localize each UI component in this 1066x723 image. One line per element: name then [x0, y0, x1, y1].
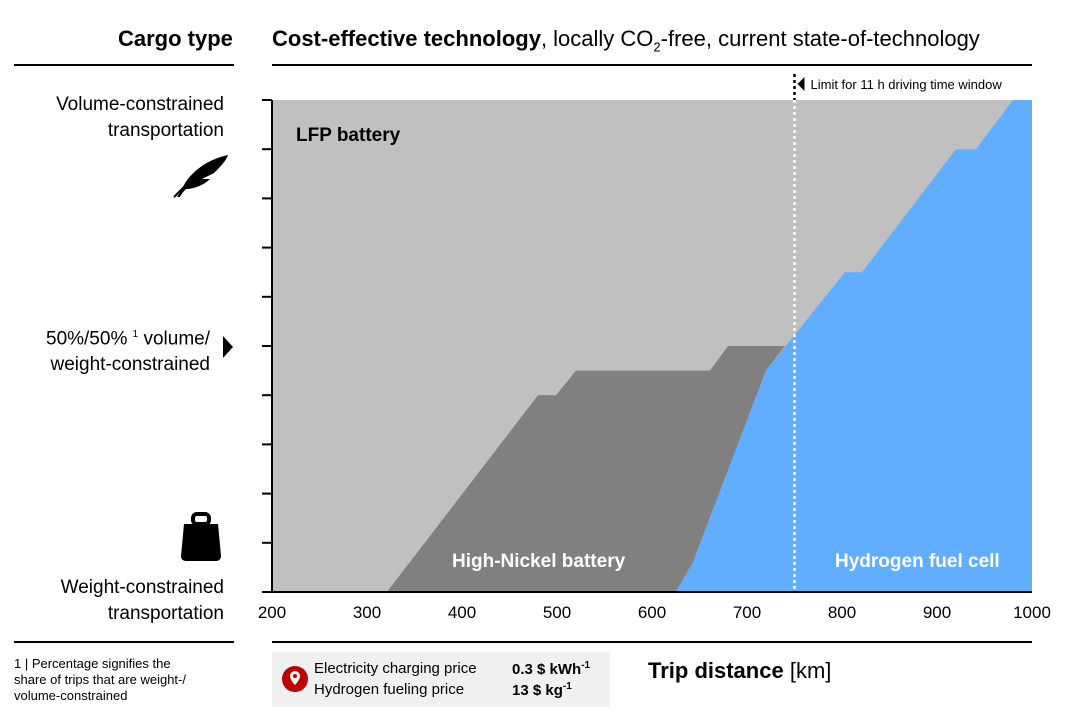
region-hydrogen: [675, 100, 1032, 592]
x-tick-label: 500: [543, 603, 571, 622]
legend-hydrogen-value: 13 $ kg-1: [512, 681, 572, 699]
location-pin-icon: [282, 666, 308, 692]
label-weight-constrained: Weight-constrained transportation: [60, 577, 224, 624]
divider: [272, 641, 1032, 643]
x-tick-label: 300: [353, 603, 381, 622]
divider: [272, 64, 1032, 66]
legend-electricity-label: Electricity charging price: [314, 660, 477, 677]
chart-title: Cost-effective technology, locally CO2-f…: [272, 26, 980, 54]
feather-icon: [173, 155, 228, 198]
triangle-right-icon: [223, 336, 233, 358]
x-tick-label: 1000: [1013, 603, 1051, 622]
title-part: -free, current state-of-technology: [660, 26, 980, 51]
x-tick-label: 400: [448, 603, 476, 622]
title-part: , locally CO: [540, 26, 654, 51]
x-tick-label: 800: [828, 603, 856, 622]
label-mixed: 50%/50% 1 volume/weight-constrained: [46, 328, 210, 376]
x-tick-label: 700: [733, 603, 761, 622]
label-volume-constrained: Volume-constrained transportation: [56, 94, 224, 141]
footnote: 1 | Percentage signifies the share of tri…: [14, 656, 186, 703]
title-sub: 2: [653, 39, 661, 55]
title-bold: Cost-effective technology: [272, 26, 541, 51]
region-label-lfp: LFP battery: [296, 125, 401, 146]
region-label-nickel: High-Nickel battery: [452, 551, 626, 572]
triangle-left-icon: [797, 77, 805, 91]
legend-electricity-value: 0.3 $ kWh-1: [512, 660, 591, 678]
divider: [14, 64, 234, 66]
x-tick-label: 200: [258, 603, 286, 622]
weight-icon: [181, 512, 221, 561]
legend-hydrogen-label: Hydrogen fueling price: [314, 681, 465, 698]
region-label-hydrogen: Hydrogen fuel cell: [835, 551, 1000, 572]
x-tick-label: 900: [923, 603, 951, 622]
x-axis-label: Trip distance [km]: [648, 658, 832, 683]
region-nickel: [386, 346, 785, 592]
divider: [14, 641, 234, 643]
price-legend: Electricity charging price 0.3 $ kWh-1 H…: [272, 652, 610, 707]
cargo-type-header: Cargo type: [118, 26, 233, 51]
x-tick-label: 600: [638, 603, 666, 622]
limit-annotation: Limit for 11 h driving time window: [811, 77, 1003, 92]
